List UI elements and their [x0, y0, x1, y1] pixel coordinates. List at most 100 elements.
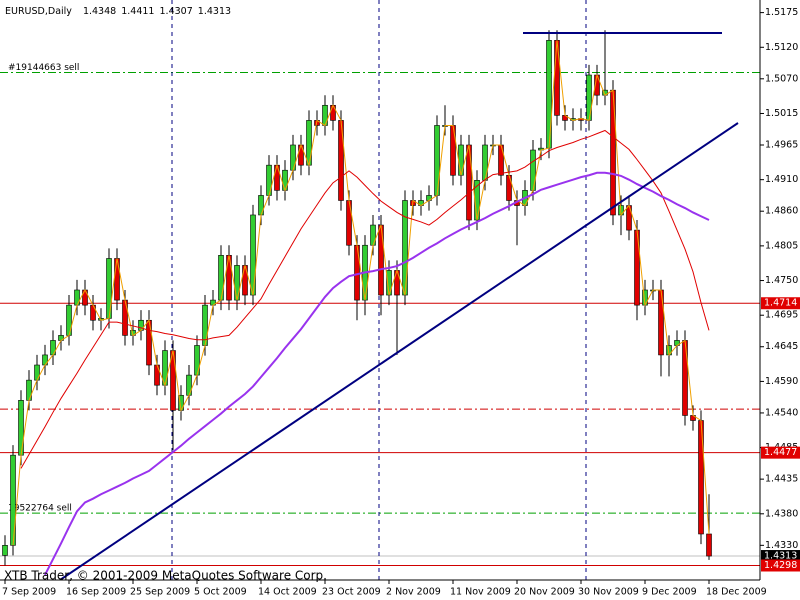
candle-body: [218, 255, 224, 301]
axes: 1.5175 1.5120 1.5070 1.5015 1.4965 1.4910 1.48…: [2, 7, 800, 598]
candle-body: [402, 200, 408, 296]
level-text: #19144663 sell: [8, 63, 79, 73]
candle-body: [610, 89, 616, 216]
candle-body: [122, 299, 128, 336]
candle-body: [154, 364, 160, 386]
y-tick-label: 1.4750: [765, 275, 798, 286]
candle-body: [186, 374, 192, 396]
x-tick-label: 9 Dec 2009: [642, 587, 697, 598]
y-tick-label: 1.4590: [765, 376, 798, 387]
candle-body: [626, 205, 632, 231]
price-tag-label: 1.4477: [764, 447, 797, 458]
candle-body: [322, 104, 328, 126]
last-high: 1.4411: [121, 6, 154, 17]
candle-body: [66, 304, 72, 336]
level-text: 19522764 sell: [8, 504, 72, 514]
candle-body: [394, 270, 400, 296]
candle-body: [698, 420, 704, 535]
candle-body: [26, 379, 32, 401]
candle-body: [706, 533, 712, 557]
x-tick-label: 18 Dec 2009: [706, 587, 767, 598]
candle-body: [242, 265, 248, 296]
candle-body: [634, 229, 640, 306]
candle-body: [290, 144, 296, 171]
price-tag: [761, 446, 800, 459]
candle-body: [194, 345, 200, 376]
candle-body: [554, 40, 560, 116]
candle-body: [530, 149, 536, 191]
price-tag: [761, 559, 800, 572]
candle-body: [354, 244, 360, 301]
indicator-line: [20, 129, 710, 469]
candle-body: [282, 169, 288, 191]
x-tick-label: 16 Sep 2009: [66, 587, 126, 598]
candle-body: [234, 265, 240, 301]
indicators: [12, 40, 710, 576]
candle-body: [146, 319, 152, 366]
candle-body: [298, 144, 304, 166]
candle-body: [466, 144, 472, 221]
y-tick-label: 1.4805: [765, 240, 798, 251]
price-tag: [761, 550, 800, 563]
candle-body: [266, 164, 272, 196]
candle-body: [458, 144, 464, 176]
candle-body: [370, 224, 376, 246]
candle-body: [506, 174, 512, 201]
candle-body: [682, 340, 688, 416]
header: EURUSD,Daily 1.4348 1.4411 1.4307 1.4313: [5, 6, 231, 17]
trendline: [59, 122, 739, 580]
y-tick-label: 1.5070: [765, 73, 798, 84]
candle-body: [434, 125, 440, 196]
candle-body: [114, 258, 120, 301]
y-tick-label: 1.4435: [765, 474, 798, 485]
y-tick-label: 1.4645: [765, 341, 798, 352]
candles: [2, 30, 712, 566]
candle-body: [18, 400, 24, 456]
price-tag: [761, 297, 800, 310]
y-tick-label: 1.5175: [765, 7, 798, 18]
x-tick-label: 5 Oct 2009: [194, 587, 247, 598]
candle-body: [346, 200, 352, 246]
x-tick-label: 25 Sep 2009: [130, 587, 190, 598]
candle-body: [106, 258, 112, 319]
y-tick-label: 1.4380: [765, 508, 798, 519]
price-tag-label: 1.4313: [764, 551, 797, 562]
last-open: 1.4348: [83, 6, 116, 17]
y-tick-label: 1.5120: [765, 42, 798, 53]
y-tick-label: 1.5015: [765, 108, 798, 119]
candle-body: [274, 164, 280, 191]
symbol: EURUSD,Daily: [5, 6, 72, 17]
x-tick-label: 30 Nov 2009: [578, 587, 639, 598]
x-tick-label: 11 Nov 2009: [450, 587, 511, 598]
candle-body: [2, 545, 8, 556]
levels: #19144663 sell 19522764 sell: [0, 63, 760, 566]
x-tick-label: 20 Nov 2009: [514, 587, 575, 598]
candle-body: [226, 255, 232, 301]
candle-body: [378, 224, 384, 296]
x-tick-label: 14 Oct 2009: [258, 587, 317, 598]
candle-body: [586, 74, 592, 121]
candle-body: [306, 120, 312, 166]
y-tick-label: 1.4860: [765, 206, 798, 217]
price-tag-label: 1.4298: [764, 560, 797, 571]
y-tick-label: 1.4910: [765, 174, 798, 185]
candle-body: [482, 144, 488, 181]
candle-body: [498, 144, 504, 176]
candle-body: [338, 120, 344, 201]
y-tick-label: 1.4330: [765, 540, 798, 551]
price-tag-label: 1.4714: [764, 298, 797, 309]
indicator-line: [44, 171, 710, 576]
y-tick-label: 1.4695: [765, 310, 798, 321]
candle-body: [546, 40, 552, 149]
candle-body: [450, 125, 456, 176]
y-tick-label: 1.4965: [765, 140, 798, 151]
last-low: 1.4307: [160, 6, 193, 17]
x-tick-label: 2 Nov 2009: [386, 587, 441, 598]
trendlines: [59, 32, 739, 580]
x-tick-label: 7 Sep 2009: [2, 587, 56, 598]
y-tick-label: 1.4540: [765, 407, 798, 418]
last-close: 1.4313: [198, 6, 231, 17]
footer: XTB Trader, © 2001-2009 MetaQuotes Softw…: [4, 569, 327, 583]
